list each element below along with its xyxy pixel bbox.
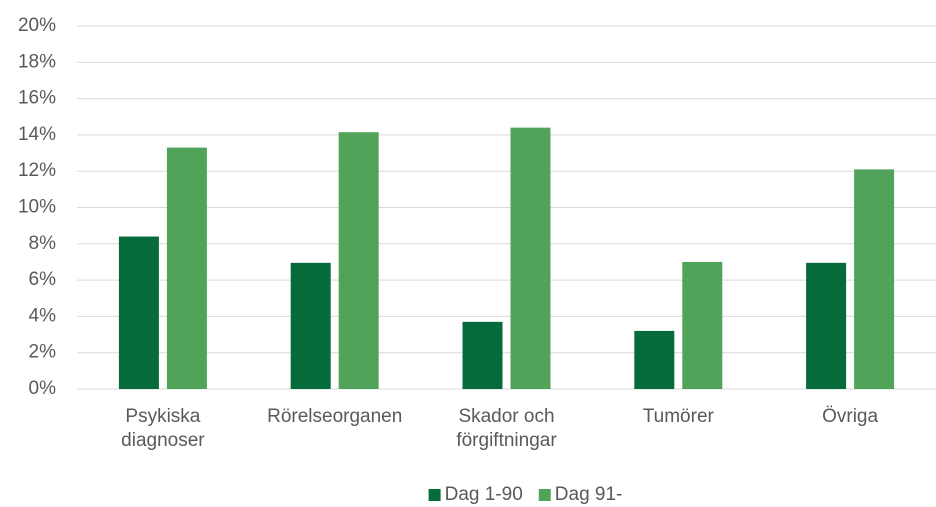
y-tick-label: 8% xyxy=(29,233,57,254)
legend-label: Dag 91- xyxy=(555,484,623,505)
x-tick-label: Tumörer xyxy=(643,406,715,427)
bar xyxy=(634,330,675,389)
bar xyxy=(806,262,847,389)
bar xyxy=(510,127,551,389)
bar xyxy=(166,147,207,389)
legend-swatch xyxy=(538,489,551,501)
y-tick-label: 10% xyxy=(18,197,56,218)
y-tick-label: 20% xyxy=(18,15,56,36)
x-tick-label: Skador och förgiftningar xyxy=(456,406,557,451)
bar xyxy=(462,321,503,389)
y-tick-label: 6% xyxy=(29,269,57,290)
y-tick-label: 18% xyxy=(18,51,56,72)
bar xyxy=(338,132,379,390)
legend-swatch xyxy=(428,489,441,501)
y-tick-label: 2% xyxy=(29,342,57,363)
bar xyxy=(290,262,331,389)
x-tick-label: Övriga xyxy=(822,406,878,427)
x-tick-label: Psykiska diagnoser xyxy=(121,406,205,451)
y-tick-label: 4% xyxy=(29,305,57,326)
y-tick-label: 12% xyxy=(18,160,56,181)
y-tick-label: 14% xyxy=(18,124,56,145)
bar xyxy=(682,261,723,389)
x-tick-label: Rörelseorganen xyxy=(267,406,402,427)
legend-label: Dag 1-90 xyxy=(445,484,523,505)
bar xyxy=(854,169,895,389)
y-tick-label: 16% xyxy=(18,88,56,109)
bar xyxy=(118,236,159,389)
y-tick-label: 0% xyxy=(29,378,57,399)
